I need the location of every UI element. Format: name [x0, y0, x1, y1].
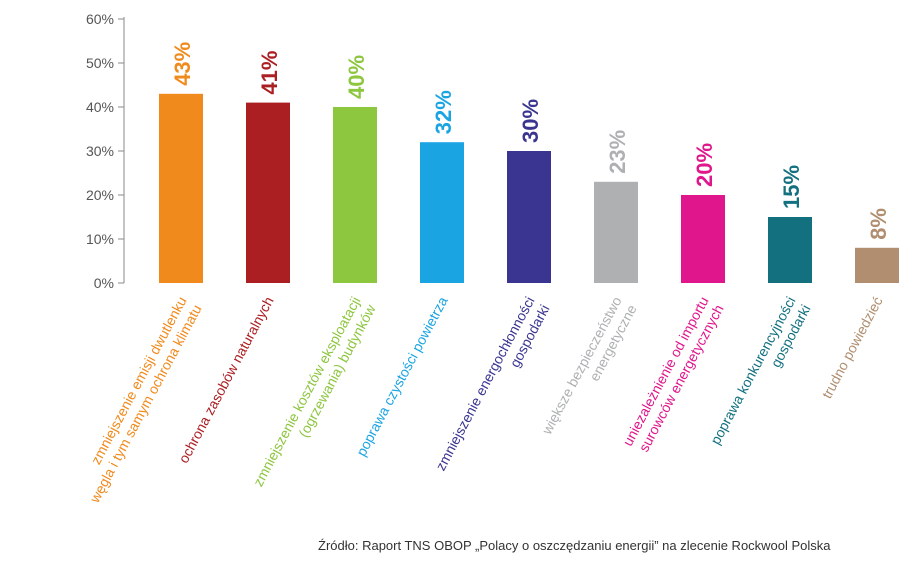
bar	[594, 181, 638, 283]
bar	[159, 93, 203, 283]
category-label-line: zmniejszenie emisji dwutlenku	[87, 294, 189, 467]
bar	[855, 247, 899, 283]
data-labels: 43% 41% 40% 32% 30% 23% 20% 15% 8%	[170, 42, 891, 240]
data-label: 32%	[431, 90, 456, 134]
category-label: zmniejszenie kosztów eksploatacji(ogrzew…	[250, 293, 379, 497]
y-tick-label: 20%	[86, 187, 114, 203]
category-labels: zmniejszenie emisji dwutlenkuwęgla i tym…	[71, 293, 886, 506]
category-label: zmniejszenie energochłonnościgospodarki	[432, 294, 552, 481]
bar	[420, 142, 464, 283]
data-label: 15%	[779, 165, 804, 209]
y-tick-label: 60%	[86, 11, 114, 27]
y-axis: 0% 10% 20% 30% 40% 50% 60%	[86, 11, 125, 291]
data-label: 20%	[692, 143, 717, 187]
data-label: 40%	[344, 55, 369, 99]
bar	[246, 102, 290, 283]
category-label-line: węgla i tym samym ochrona klimatu	[86, 302, 205, 506]
source-note: Źródło: Raport TNS OBOP „Polacy o oszczę…	[318, 538, 831, 553]
data-label: 30%	[518, 99, 543, 143]
y-tick-label: 50%	[86, 55, 114, 71]
bars	[159, 93, 899, 283]
bar	[768, 217, 812, 283]
category-label-line: zmniejszenie kosztów eksploatacji	[250, 294, 364, 489]
y-tick-label: 0%	[94, 275, 114, 291]
y-tick-label: 10%	[86, 231, 114, 247]
category-label: zmniejszenie emisji dwutlenkuwęgla i tym…	[71, 294, 205, 506]
category-label: trudno powiedzieć	[819, 294, 886, 401]
y-tick-label: 40%	[86, 99, 114, 115]
category-label-line: trudno powiedzieć	[819, 294, 886, 401]
data-label: 43%	[170, 42, 195, 86]
data-label: 41%	[257, 51, 282, 95]
category-label-line: zmniejszenie energochłonności	[432, 294, 537, 473]
bar	[681, 195, 725, 283]
category-label: poprawa konkurencyjnościgospodarki	[707, 294, 814, 455]
bar	[333, 107, 377, 283]
category-label: większe bezpieczeństwoenergetyczne	[538, 294, 640, 446]
bar	[507, 151, 551, 283]
category-label-line: większe bezpieczeństwo	[538, 294, 625, 438]
data-label: 23%	[605, 130, 630, 174]
y-tick-label: 30%	[86, 143, 114, 159]
data-label: 8%	[866, 208, 891, 240]
